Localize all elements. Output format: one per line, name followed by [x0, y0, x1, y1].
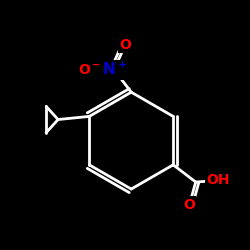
Text: O: O [119, 38, 131, 52]
Text: $\mathregular{N^+}$: $\mathregular{N^+}$ [102, 61, 126, 78]
Text: $\mathregular{O^-}$: $\mathregular{O^-}$ [78, 63, 101, 77]
Text: O: O [184, 198, 196, 211]
Text: OH: OH [206, 174, 230, 188]
